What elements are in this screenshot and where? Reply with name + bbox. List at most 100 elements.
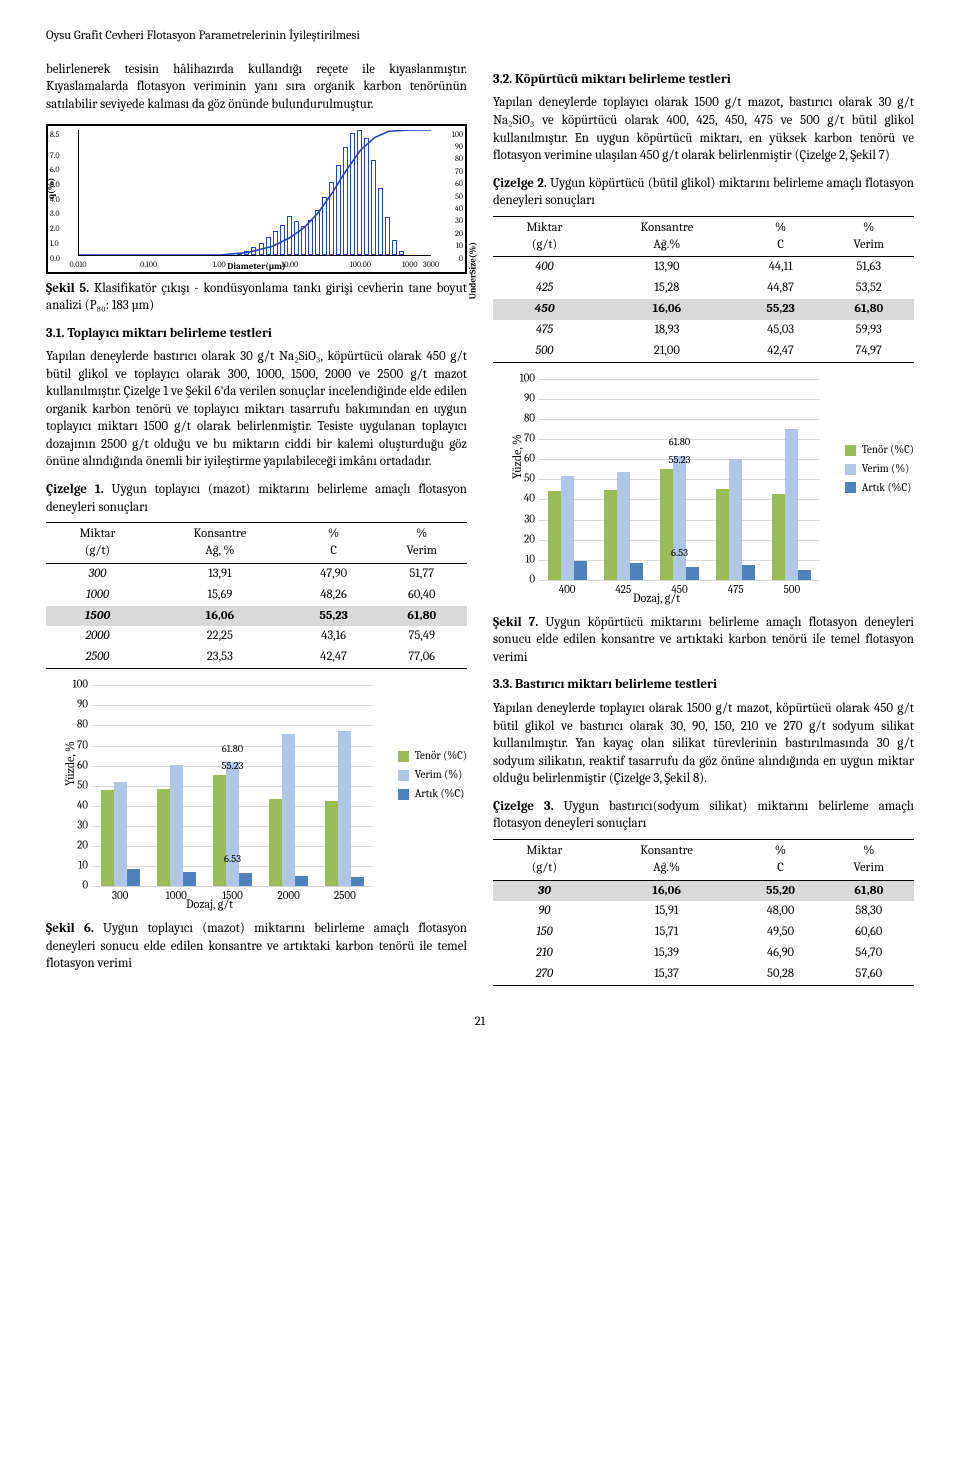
chart-gridline [92, 886, 373, 887]
table-cell: 13,91 [149, 563, 291, 584]
chart-bar-group [716, 459, 756, 579]
heading-3-1: 3.1. Toplayıcı miktarı belirleme testler… [46, 325, 467, 343]
fig5-ytick-left: 7.0 [50, 151, 60, 162]
table-3-lead: Çizelge 3. [493, 799, 554, 814]
table-header: KonsantreAğ.% [596, 839, 738, 880]
legend-swatch [398, 751, 409, 762]
figure-6-text: Uygun toplayıcı (mazot) miktarını belirl… [46, 921, 467, 971]
table-cell: 44,11 [738, 257, 824, 278]
table-cell: 53,52 [823, 278, 914, 299]
table-cell: 15,39 [596, 943, 738, 964]
chart-bar [686, 567, 699, 580]
table-1-lead: Çizelge 1. [46, 482, 104, 497]
table-cell: 16,06 [596, 299, 738, 320]
table-cell: 59,93 [823, 320, 914, 341]
chart-bar [213, 775, 226, 886]
table-cell: 15,91 [596, 901, 738, 922]
table-row: 150016,0655,2361,80 [46, 606, 467, 627]
table-cell: 54,70 [824, 943, 914, 964]
chart-bar [772, 494, 785, 579]
fig5-ytick-left: 8.5 [50, 130, 59, 141]
chart-bar [604, 490, 617, 580]
legend-item: Verim (%) [398, 768, 467, 783]
legend-swatch [398, 770, 409, 781]
chart-bar [798, 570, 811, 580]
fig5-ytick-right: 0 [459, 254, 463, 265]
figure-7-text: Uygun köpürtücü miktarını belirleme amaç… [493, 615, 914, 665]
table-header: %Verim [824, 839, 914, 880]
fig5-ytick-right: 60 [455, 179, 463, 190]
chart-bar [548, 491, 561, 580]
chart-bar [630, 563, 643, 580]
table-cell: 300 [46, 563, 149, 584]
table-3-text: Uygun bastırıcı(sodyum silikat) miktarın… [493, 799, 914, 832]
table-cell: 43,16 [291, 626, 377, 647]
left-intro-paragraph: belirlenerek tesisin hâlihazırda kulland… [46, 61, 467, 114]
chart-bar-group [603, 472, 643, 580]
paragraph-3-3: Yapılan deneylerde toplayıcı olarak 1500… [493, 700, 914, 788]
fig5-ytick-right: 100 [452, 130, 463, 141]
fig5-xtick: 100.00 [350, 260, 371, 271]
chart-gridline [539, 419, 820, 420]
chart-bar [660, 469, 673, 580]
legend-item: Verim (%) [845, 462, 914, 477]
chart-bar [742, 565, 755, 580]
chart-ytick: 0 [511, 572, 535, 587]
heading-3-3: 3.3. Bastırıcı miktarı belirleme testler… [493, 676, 914, 694]
table-cell: 44,87 [738, 278, 824, 299]
fig5-ytick-left: 5.0 [50, 180, 60, 191]
figure-6-caption: Şekil 6. Uygun toplayıcı (mazot) miktarı… [46, 920, 467, 973]
table-header: Miktar(g/t) [46, 523, 149, 564]
chart-bar [127, 869, 140, 886]
legend-item: Tenör (%C) [845, 443, 914, 458]
table-cell: 270 [493, 964, 596, 985]
chart-bar [617, 472, 630, 580]
fig5-ytick-left: 1.0 [50, 239, 59, 250]
chart-gridline [539, 580, 820, 581]
table-cell: 22,25 [149, 626, 291, 647]
chart-bar-group [772, 429, 812, 580]
table-cell: 75,49 [376, 626, 467, 647]
table-cell: 475 [493, 320, 596, 341]
figure-5-caption: Şekil 5. Klasifikatör çıkışı - kondüsyon… [46, 280, 467, 315]
chart-bar-group [156, 765, 196, 886]
table-cell: 61,80 [376, 606, 467, 627]
chart-ytick: 10 [64, 859, 88, 874]
legend-label: Verim (%) [415, 768, 463, 783]
fig5-ytick-right: 30 [455, 216, 463, 227]
chart-ytick: 90 [511, 392, 535, 407]
table-cell: 2000 [46, 626, 149, 647]
chart-bar-group [660, 456, 700, 580]
fig5-ytick-right: 10 [456, 241, 463, 252]
table-cell: 48,26 [291, 585, 377, 606]
fig5-xtick: 0.010 [70, 260, 87, 271]
chart-bar [239, 873, 252, 886]
chart-gridline [539, 379, 820, 380]
fig5-ytick-left: 0.0 [50, 254, 60, 265]
chart-bar [716, 489, 729, 580]
table-cell: 57,60 [824, 964, 914, 985]
figure-7-caption: Şekil 7. Uygun köpürtücü miktarını belir… [493, 614, 914, 667]
fig5-xaxis-label: Diameter(μm) [227, 261, 285, 273]
chart-gridline [92, 685, 373, 686]
table-row: 27015,3750,2857,60 [493, 964, 914, 985]
table-row: 200022,2543,1675,49 [46, 626, 467, 647]
table-1-text: Uygun toplayıcı (mazot) miktarını belirl… [46, 482, 467, 515]
figure-7-chart: 010203040506070809010040042545047550055.… [493, 373, 914, 608]
fig5-xtick: 10.00 [281, 260, 298, 271]
table-row: 47518,9345,0359,93 [493, 320, 914, 341]
fig5-ytick-left: 6.0 [50, 165, 60, 176]
table-cell: 15,28 [596, 278, 738, 299]
heading-3-2: 3.2. Köpürtücü miktarı belirleme testler… [493, 71, 914, 89]
table-cell: 51,63 [823, 257, 914, 278]
table-cell: 47,90 [291, 563, 377, 584]
table-1-caption: Çizelge 1. Uygun toplayıcı (mazot) mikta… [46, 481, 467, 516]
chart-value-label: 55.23 [222, 759, 244, 773]
fig5-ytick-left: 4.0 [50, 195, 60, 206]
table-cell: 13,90 [596, 257, 738, 278]
chart-ytick: 30 [64, 818, 88, 833]
legend-item: Artık (%C) [845, 481, 914, 496]
table-cell: 77,06 [376, 647, 467, 668]
table-cell: 15,71 [596, 922, 738, 943]
chart-bar [673, 456, 686, 580]
